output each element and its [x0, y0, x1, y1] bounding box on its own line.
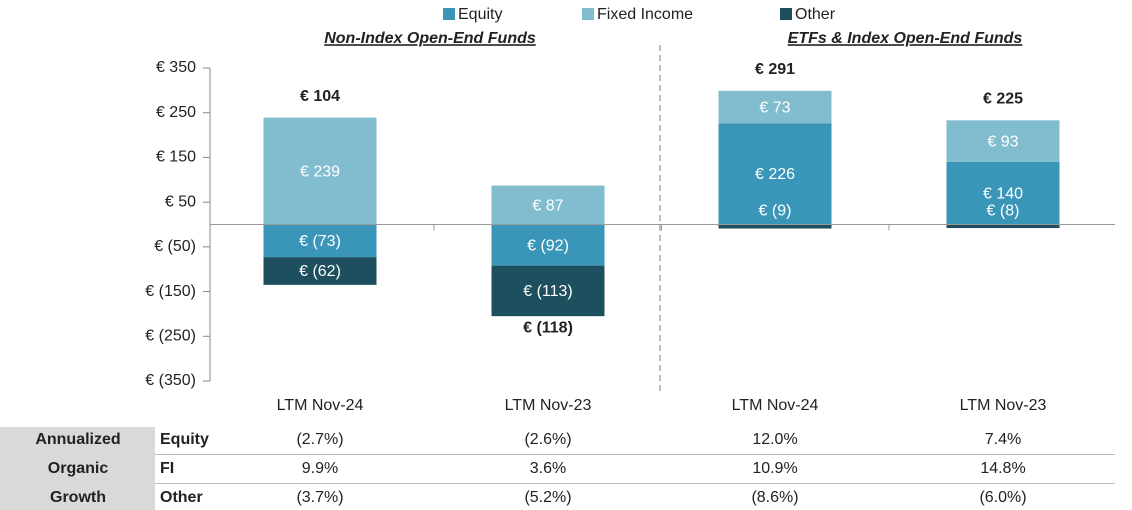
y-tick-label: € 50 — [165, 193, 196, 210]
table-cell: (8.6%) — [751, 489, 798, 506]
total-label: € 291 — [755, 61, 795, 78]
bar-segment — [718, 90, 832, 124]
x-tick-label: LTM Nov-23 — [505, 397, 592, 414]
total-label: € (118) — [523, 319, 573, 336]
bar-value-label: € 87 — [532, 197, 563, 214]
legend-swatch — [443, 8, 455, 20]
table-header-bg — [0, 427, 155, 510]
bar-segment — [263, 224, 377, 258]
group-title: ETFs & Index Open-End Funds — [788, 30, 1023, 47]
table-cell: (6.0%) — [979, 489, 1026, 506]
table-cell: (2.7%) — [296, 431, 343, 448]
row-label: FI — [160, 460, 174, 477]
total-label: € 104 — [300, 88, 340, 105]
bar-value-label: € (62) — [299, 263, 341, 280]
table-cell: (5.2%) — [524, 489, 571, 506]
bar-value-label: € (73) — [299, 233, 341, 250]
table-header: Organic — [48, 460, 109, 477]
table-cell: 12.0% — [752, 431, 797, 448]
x-tick-label: LTM Nov-24 — [732, 397, 819, 414]
bar-value-label: € (113) — [523, 283, 573, 300]
legend-label: Fixed Income — [597, 6, 693, 23]
table-cell: 9.9% — [302, 460, 338, 477]
table-cell: 14.8% — [980, 460, 1025, 477]
table-cell: 7.4% — [985, 431, 1021, 448]
x-tick-label: LTM Nov-23 — [960, 397, 1047, 414]
bar-segment — [946, 120, 1060, 162]
y-tick-label: € (50) — [154, 238, 196, 255]
bar-segment — [946, 161, 1060, 225]
bar-segment — [491, 265, 605, 317]
table-cell: (3.7%) — [296, 489, 343, 506]
y-tick-label: € (150) — [145, 283, 196, 300]
bar-segment — [946, 224, 1060, 229]
bar-segment — [491, 224, 605, 266]
bar-value-label: € 93 — [987, 133, 1018, 150]
y-tick-label: € 150 — [156, 149, 196, 166]
legend-label: Equity — [458, 6, 502, 23]
group-title: Non-Index Open-End Funds — [324, 30, 536, 47]
total-label: € 225 — [983, 91, 1023, 108]
table-header: Annualized — [35, 431, 120, 448]
bar-value-label: € 226 — [755, 166, 795, 183]
bar-segment — [263, 257, 377, 285]
bar-segment — [718, 224, 832, 229]
y-tick-label: € (250) — [145, 328, 196, 345]
bar-segment — [718, 123, 832, 225]
bar-value-label: € 140 — [983, 185, 1023, 202]
table-header: Growth — [50, 489, 106, 506]
table-cell: 3.6% — [530, 460, 566, 477]
row-label: Other — [160, 489, 203, 506]
table-cell: (2.6%) — [524, 431, 571, 448]
bar-value-label: € (92) — [527, 237, 569, 254]
bar-segment — [263, 117, 377, 225]
legend-label: Other — [795, 6, 836, 23]
y-tick-label: € 250 — [156, 104, 196, 121]
legend-swatch — [780, 8, 792, 20]
x-tick-label: LTM Nov-24 — [277, 397, 364, 414]
legend-swatch — [582, 8, 594, 20]
row-label: Equity — [160, 431, 209, 448]
bar-value-label: € 73 — [759, 99, 790, 116]
table-cell: 10.9% — [752, 460, 797, 477]
bar-value-label: € 239 — [300, 163, 340, 180]
bar-value-label: € (8) — [987, 203, 1020, 220]
bar-value-label: € (9) — [759, 203, 792, 220]
bar-segment — [491, 185, 605, 225]
y-tick-label: € 350 — [156, 59, 196, 76]
y-tick-label: € (350) — [145, 372, 196, 389]
